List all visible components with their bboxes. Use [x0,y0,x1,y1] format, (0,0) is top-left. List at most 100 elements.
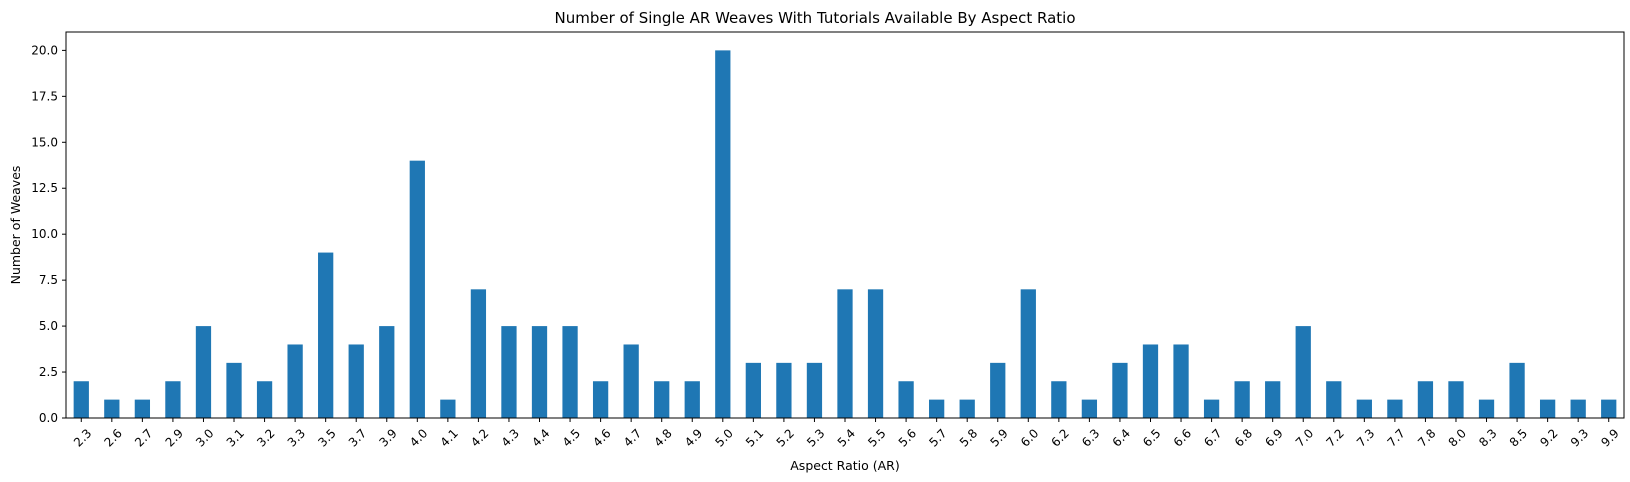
x-tick-label: 5.3 [804,426,827,449]
x-tick-label: 7.2 [1323,426,1346,449]
x-tick-label: 6.4 [1110,426,1133,449]
x-tick-label: 6.9 [1262,426,1285,449]
bar [440,399,456,418]
x-tick-label: 9.3 [1568,426,1591,449]
x-tick-label: 4.6 [590,426,613,449]
bar [165,381,181,418]
bar [1173,344,1189,418]
bar [1326,381,1342,418]
x-tick-label: 2.3 [71,426,94,449]
bar [1020,289,1036,418]
bar [837,289,853,418]
x-tick-label: 3.9 [376,426,399,449]
bar [1478,399,1495,418]
y-tick-label: 10.0 [31,227,58,241]
y-tick-label: 12.5 [31,181,58,195]
y-ticks: 0.0 2.5 5.0 7.5 10.0 12.5 15.0 17.5 20.0 [31,43,66,425]
bar [318,252,334,418]
bar [1387,399,1403,418]
bar [1265,381,1281,418]
x-tick-label: 6.7 [1201,426,1224,449]
bar [470,289,487,418]
x-tick-label: 7.8 [1415,426,1438,449]
x-tick-label: 6.3 [1079,426,1102,449]
bar [1417,381,1434,418]
bar [1112,362,1128,418]
x-tick-label: 5.9 [987,426,1010,449]
x-tick-label: 6.2 [1049,426,1072,449]
bar [226,362,242,418]
x-tick-label: 2.7 [132,426,155,449]
x-tick-label: 6.6 [1171,426,1194,449]
bar [745,362,761,418]
bar [898,381,914,418]
x-tick-label: 8.5 [1507,426,1530,449]
x-tick-label: 4.1 [438,426,461,449]
x-tick-label: 4.5 [560,426,583,449]
bar [287,344,303,418]
y-tick-label: 7.5 [39,273,58,287]
bar [531,326,548,418]
x-tick-label: 4.8 [651,426,674,449]
bar [623,344,639,418]
bar [806,362,823,418]
x-tick-label: 5.0 [712,426,735,449]
x-tick-label: 6.8 [1232,426,1255,449]
bar [348,344,364,418]
y-axis-label: Number of Weaves [8,166,23,285]
x-tick-label: 3.5 [315,426,338,449]
x-tick-label: 8.3 [1476,426,1499,449]
y-tick-label: 15.0 [31,135,58,149]
y-tick-label: 20.0 [31,43,58,57]
bar [776,362,792,418]
x-tick-label: 6.5 [1140,426,1163,449]
bar [929,399,945,418]
y-tick-label: 0.0 [39,411,58,425]
bar [1601,399,1617,418]
x-tick-label: 7.3 [1354,426,1377,449]
bar [379,326,395,418]
bar [1295,326,1311,418]
bar [592,381,609,418]
bar [715,50,731,418]
x-tick-label: 5.7 [926,426,949,449]
bar [1081,399,1098,418]
x-tick-label: 9.9 [1598,426,1621,449]
x-tick-label: 2.6 [101,426,124,449]
bar [1234,381,1250,418]
x-tick-label: 5.6 [896,426,919,449]
plot-frame [65,31,1625,419]
x-tick-label: 2.9 [163,426,186,449]
bars-group [73,50,1617,419]
y-tick-label: 5.0 [39,319,58,333]
x-tick-label: 7.0 [1293,426,1316,449]
bar [990,362,1006,418]
x-tick-label: 3.2 [254,426,277,449]
x-ticks: 2.3 2.6 2.7 2.9 3.0 3.1 3.2 3.3 3.5 3.7 3.9 4.0 4.1 4… [71,418,1622,450]
x-tick-label: 3.0 [193,426,216,449]
bar [409,160,425,419]
x-tick-label: 4.0 [407,426,430,449]
bar [1509,362,1525,418]
x-axis-label: Aspect Ratio (AR) [790,458,900,473]
y-tick-label: 17.5 [31,89,58,103]
bar [1051,381,1067,418]
x-tick-label: 3.7 [346,426,369,449]
bar [256,381,273,418]
x-tick-label: 7.7 [1385,426,1408,449]
x-tick-label: 5.8 [957,426,980,449]
bar [654,381,670,418]
bar [104,399,120,418]
y-tick-label: 2.5 [39,365,58,379]
bar [959,399,975,418]
bar [867,289,884,418]
x-tick-label: 5.4 [835,426,858,449]
x-tick-label: 3.1 [224,426,247,449]
bar [1448,381,1464,418]
bar [134,399,151,418]
x-tick-label: 4.3 [499,426,522,449]
x-tick-label: 3.3 [285,426,308,449]
x-tick-label: 5.1 [743,426,766,449]
bar [1539,399,1556,418]
